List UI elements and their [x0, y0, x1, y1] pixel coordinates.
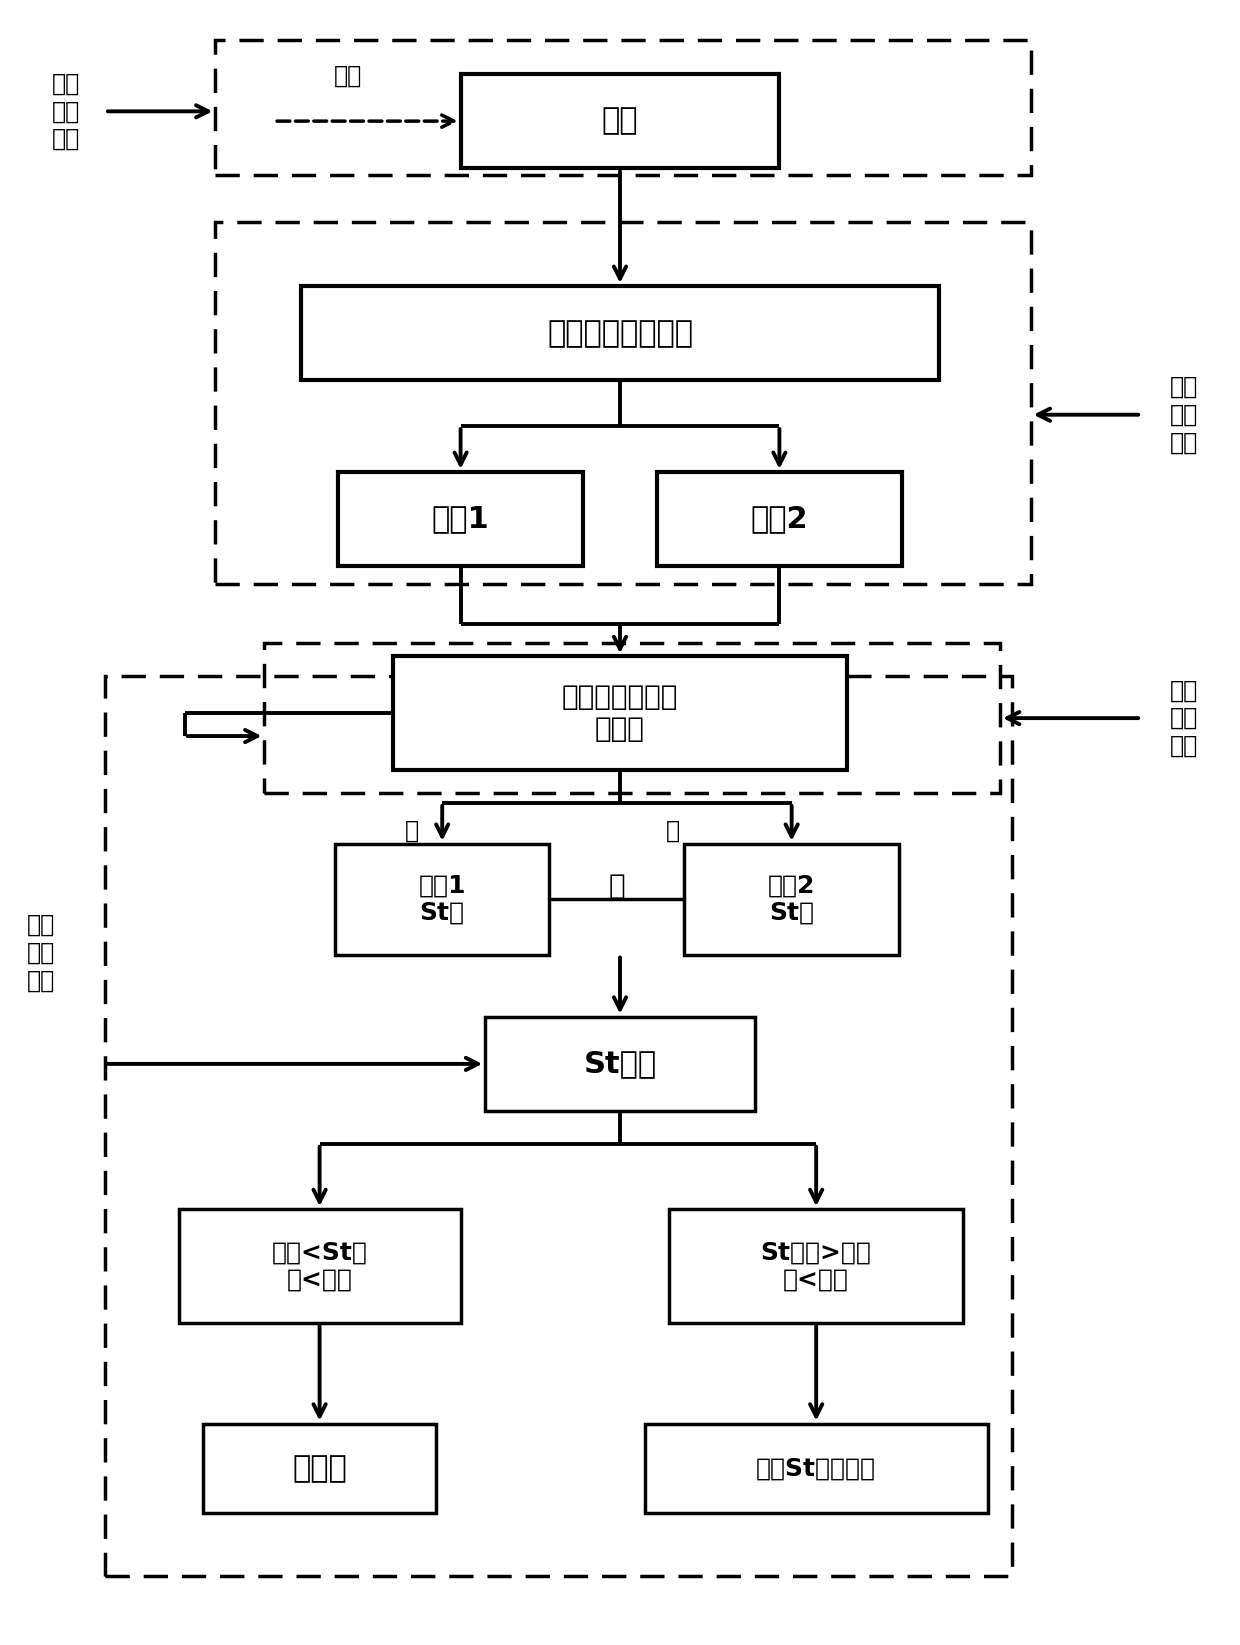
Text: 杂合型: 杂合型: [293, 1454, 347, 1482]
Text: 进样: 进样: [601, 107, 639, 135]
Text: 单链化衍生及杂交: 单链化衍生及杂交: [547, 319, 693, 347]
Text: －: －: [609, 872, 625, 900]
Text: 通道2
St值: 通道2 St值: [768, 873, 816, 924]
Text: 否: 否: [404, 819, 419, 842]
Bar: [179, 1209, 460, 1323]
Text: 通道1: 通道1: [432, 505, 490, 533]
Bar: [301, 286, 939, 380]
Text: 样本
设置
模块: 样本 设置 模块: [52, 71, 79, 151]
Bar: [393, 656, 847, 770]
Text: 通道1
St值: 通道1 St值: [418, 873, 466, 924]
Text: 重测: 重测: [334, 64, 362, 87]
Bar: [645, 1423, 988, 1513]
Text: 较小St值基因型: 较小St值基因型: [756, 1456, 877, 1480]
Bar: [657, 472, 901, 566]
Text: St值差: St值差: [584, 1050, 656, 1079]
Bar: [216, 39, 1030, 174]
Bar: [203, 1423, 436, 1513]
Text: 通道2: 通道2: [750, 505, 808, 533]
Bar: [339, 472, 583, 566]
Text: 下限<St值
差<上限: 下限<St值 差<上限: [272, 1240, 367, 1291]
Text: 是: 是: [666, 819, 680, 842]
Bar: [264, 643, 1001, 793]
Text: 后台
设置
模块: 后台 设置 模块: [27, 913, 56, 994]
Text: 温度
控制
模块: 温度 控制 模块: [1169, 375, 1198, 454]
Bar: [460, 74, 780, 168]
Bar: [670, 1209, 963, 1323]
Text: 荧光强度是否大
于阈值: 荧光强度是否大 于阈值: [562, 683, 678, 744]
Bar: [105, 676, 1012, 1576]
Bar: [335, 844, 549, 954]
Bar: [684, 844, 899, 954]
Bar: [216, 222, 1030, 584]
Text: 数据
分析
模块: 数据 分析 模块: [1169, 678, 1198, 758]
Text: St值差>上限
或<下限: St值差>上限 或<下限: [761, 1240, 872, 1291]
Bar: [485, 1017, 755, 1112]
